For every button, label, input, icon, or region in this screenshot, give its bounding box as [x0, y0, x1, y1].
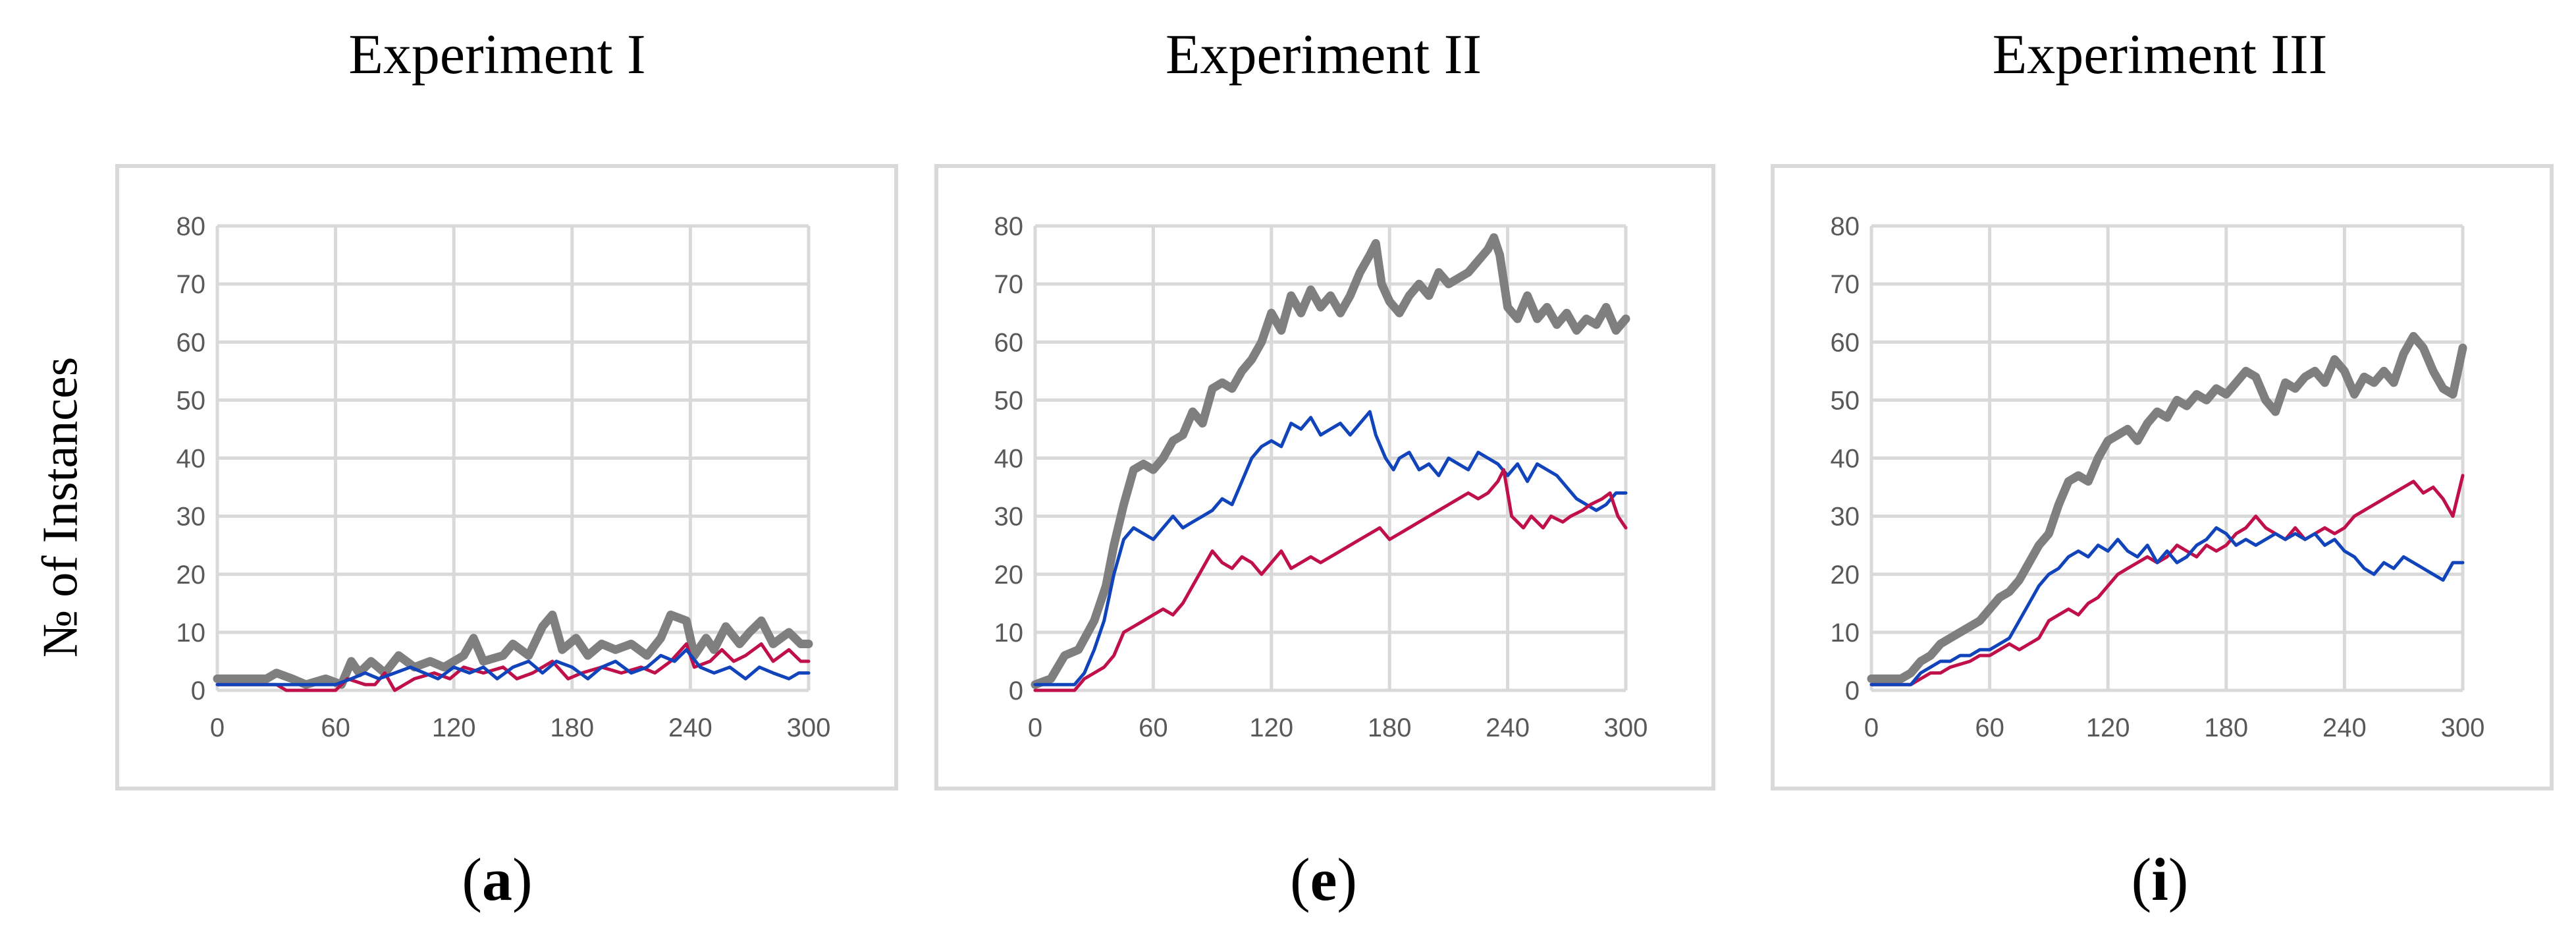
panel-e-title: Experiment II: [1166, 22, 1482, 86]
y-tick-label-e-40: 40: [994, 445, 1024, 474]
y-tick-label-e-20: 20: [994, 561, 1024, 590]
y-tick-label-e-50: 50: [994, 386, 1024, 415]
chart-panel-i: 0 10 20 30 40 50 60 70 80 0 60 120 180 240 300: [1771, 164, 2554, 790]
panel-label-a-letter: a: [482, 846, 512, 913]
x-tick-label-a-120: 120: [432, 713, 476, 742]
y-tick-label-e-60: 60: [994, 328, 1024, 357]
y-tick-label-i-80: 80: [1831, 212, 1860, 241]
y-tick-label-i-30: 30: [1831, 503, 1860, 532]
y-tick-label-i-50: 50: [1831, 386, 1860, 415]
chart-panel-e: 0 10 20 30 40 50 60 70 80 0 60 120 180 240 300: [934, 164, 1715, 790]
chart-panel-a: 0 10 20 30 40 50 60 70 80 0 60 120 180 240 300: [115, 164, 898, 790]
panel-a-title: Experiment I: [348, 22, 646, 86]
panel-label-e: (e): [1289, 846, 1358, 913]
x-tick-label-e-300: 300: [1604, 713, 1648, 742]
y-tick-label-e-10: 10: [994, 619, 1024, 648]
x-tick-label-e-60: 60: [1139, 713, 1168, 742]
x-tick-label-a-60: 60: [321, 713, 350, 742]
chart-frame-i: [1771, 164, 2554, 790]
x-tick-label-a-0: 0: [210, 713, 225, 742]
panel-label-e-letter: e: [1310, 846, 1337, 913]
x-tick-label-i-0: 0: [1864, 713, 1879, 742]
x-tick-label-a-180: 180: [550, 713, 594, 742]
y-tick-label-i-60: 60: [1831, 328, 1860, 357]
series-line-a-1: [213, 610, 813, 689]
y-tick-label-a-0: 0: [191, 677, 205, 706]
x-tick-label-e-0: 0: [1028, 713, 1042, 742]
x-tick-label-e-120: 120: [1249, 713, 1293, 742]
x-tick-label-a-300: 300: [787, 713, 831, 742]
series-line-i-2: [1869, 474, 2465, 686]
series-line-e-3: [1033, 468, 1628, 692]
x-tick-label-i-60: 60: [1975, 713, 2004, 742]
y-tick-label-e-80: 80: [994, 212, 1024, 241]
y-tick-label-i-10: 10: [1831, 619, 1860, 648]
y-tick-label-a-60: 60: [176, 328, 206, 357]
y-tick-label-a-40: 40: [176, 445, 206, 474]
y-tick-label-i-0: 0: [1845, 677, 1860, 706]
y-tick-label-e-30: 30: [994, 503, 1024, 532]
panel-label-a: (a): [462, 846, 533, 913]
y-tick-label-a-30: 30: [176, 503, 206, 532]
y-tick-label-a-10: 10: [176, 619, 206, 648]
y-tick-label-e-0: 0: [1009, 677, 1023, 706]
panel-label-i: (i): [2131, 846, 2189, 913]
y-tick-label-e-70: 70: [994, 270, 1024, 299]
series-line-a-3: [215, 648, 811, 686]
y-tick-label-i-40: 40: [1831, 445, 1860, 474]
series-line-e-2: [1033, 410, 1628, 686]
y-tick-label-a-50: 50: [176, 386, 206, 415]
chart-frame-e: [934, 164, 1715, 790]
x-tick-label-i-180: 180: [2204, 713, 2248, 742]
y-tick-label-i-20: 20: [1831, 561, 1860, 590]
series-line-a-2: [215, 642, 811, 692]
y-tick-label-a-70: 70: [176, 270, 206, 299]
x-tick-label-a-240: 240: [668, 713, 712, 742]
y-tick-label-i-70: 70: [1831, 270, 1860, 299]
series-line-e-1: [1031, 233, 1630, 689]
x-tick-label-i-300: 300: [2441, 713, 2485, 742]
y-tick-label-a-80: 80: [176, 212, 206, 241]
x-tick-label-e-180: 180: [1368, 713, 1412, 742]
chart-frame-a: [115, 164, 898, 790]
x-tick-label-e-240: 240: [1486, 713, 1530, 742]
y-tick-label-a-20: 20: [176, 561, 206, 590]
panel-label-i-letter: i: [2151, 846, 2168, 913]
series-line-i-3: [1869, 526, 2465, 686]
x-tick-label-i-240: 240: [2322, 713, 2367, 742]
panel-i-title: Experiment III: [1992, 22, 2328, 86]
series-line-i-1: [1867, 331, 2467, 683]
x-tick-label-i-120: 120: [2086, 713, 2130, 742]
